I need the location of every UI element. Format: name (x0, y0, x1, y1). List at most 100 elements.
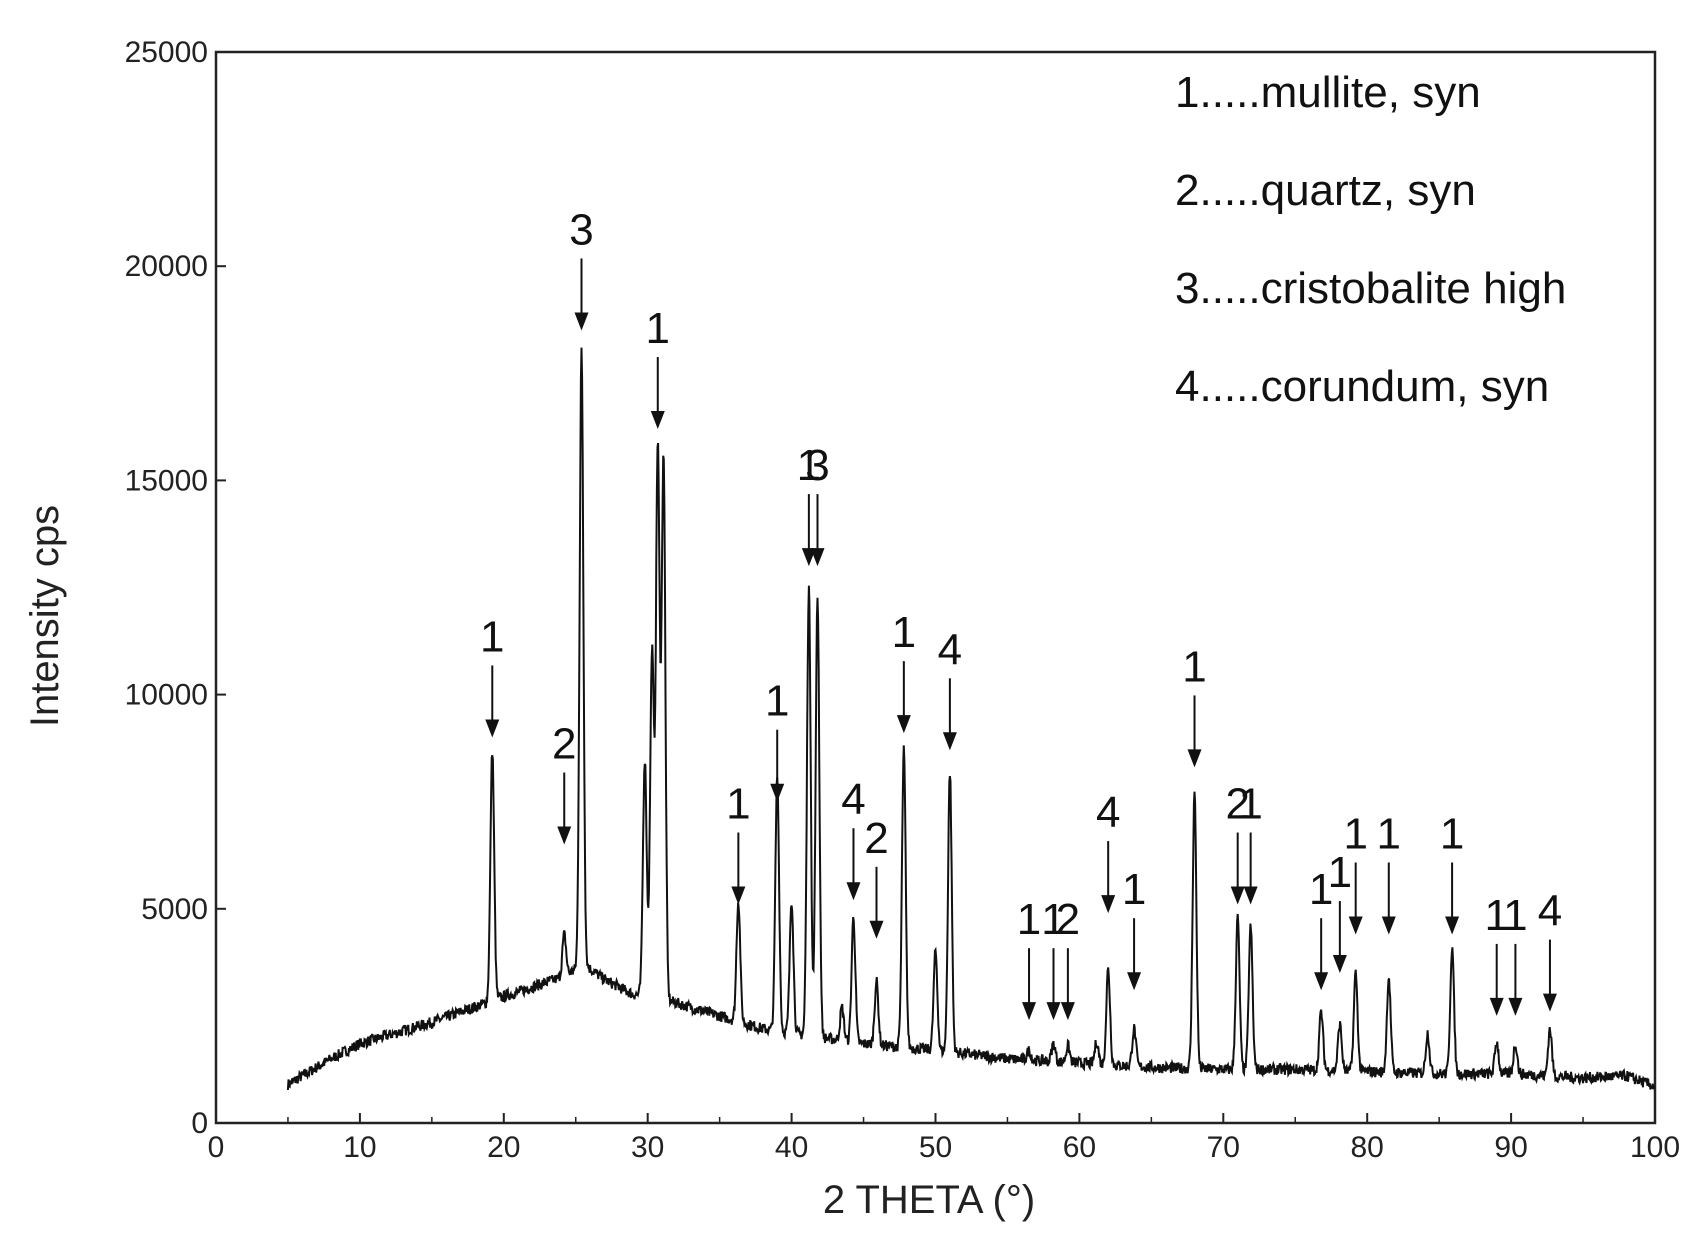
peak-annotation: 1 (726, 780, 751, 905)
peak-label: 2 (1225, 780, 1249, 829)
peak-arrow-head (810, 548, 825, 567)
peak-annotation: 1 (1238, 780, 1263, 905)
y-tick-label: 15000 (125, 464, 208, 497)
x-tick-label: 10 (343, 1131, 376, 1164)
peak-arrow-head (1508, 997, 1523, 1016)
peak-label: 3 (805, 441, 829, 490)
peak-arrow-head (942, 732, 957, 751)
peak-label: 1 (1017, 895, 1041, 944)
x-tick-label: 70 (1207, 1131, 1240, 1164)
x-tick-label: 80 (1351, 1131, 1384, 1164)
y-tick-label: 5000 (141, 893, 208, 926)
legend-entry: 1.....mullite, syn (1175, 68, 1481, 117)
peak-label: 1 (1440, 810, 1464, 859)
peak-annotation: 1 (646, 304, 670, 429)
diffraction-pattern-line (286, 347, 1656, 1091)
peak-label: 1 (797, 441, 821, 490)
legend: 1.....mullite, syn 2.....quartz, syn 3....… (1175, 68, 1566, 411)
peak-annotation: 1 (1182, 642, 1207, 768)
peak-arrow-head (869, 920, 884, 939)
peak-annotation: 2 (1225, 780, 1250, 905)
x-tick-label: 40 (775, 1131, 808, 1164)
y-axis-ticks: 0 5000 10000 15000 20000 25000 (125, 36, 226, 1140)
peak-annotation: 1 (1122, 865, 1146, 991)
peak-arrow-head (1127, 972, 1142, 991)
peak-label: 1 (892, 608, 916, 657)
y-tick-label: 20000 (125, 250, 208, 283)
peak-label: 1 (1343, 810, 1367, 859)
legend-entry: 4.....corundum, syn (1175, 362, 1549, 411)
y-tick-label: 25000 (125, 36, 208, 69)
peak-annotation: 1 (1440, 810, 1464, 935)
y-axis-title: Intensity cps (23, 505, 67, 727)
peak-arrow-head (1046, 1002, 1061, 1021)
legend-entry: 3.....cristobalite high (1175, 264, 1566, 313)
peak-arrow-head (846, 882, 861, 901)
peak-arrow-head (1348, 916, 1363, 935)
peak-label: 1 (480, 612, 504, 661)
peak-arrow-head (1243, 886, 1258, 905)
peak-annotation: 3 (805, 441, 830, 567)
peak-arrow-head (574, 312, 589, 331)
legend-entry: 2.....quartz, syn (1175, 166, 1476, 215)
peak-annotation: 1 (1377, 810, 1401, 935)
peak-label: 1 (1328, 848, 1352, 897)
peak-arrow-head (1332, 955, 1347, 974)
peak-arrow-head (485, 719, 500, 738)
peak-annotation: 3 (569, 205, 594, 331)
peak-label: 4 (1096, 788, 1120, 837)
x-tick-label: 50 (919, 1131, 952, 1164)
peak-label: 2 (552, 720, 576, 769)
peak-label: 1 (1041, 895, 1065, 944)
x-tick-label: 0 (208, 1131, 225, 1164)
peak-label: 4 (1538, 887, 1562, 936)
peak-arrow-head (1187, 749, 1202, 768)
peak-label: 3 (569, 205, 593, 254)
peak-annotation: 1 (1343, 810, 1368, 935)
peak-label: 2 (1056, 895, 1080, 944)
peak-label: 1 (1309, 865, 1333, 914)
peak-label: 1 (726, 780, 750, 829)
peak-label: 2 (864, 814, 888, 863)
peak-annotation: 4 (1538, 887, 1562, 1012)
peak-arrow-head (1489, 997, 1504, 1016)
peak-arrow-head (1060, 1002, 1075, 1021)
peak-arrow-head (1314, 972, 1329, 991)
peak-arrow-head (731, 886, 746, 905)
peak-annotation: 1 (1503, 891, 1528, 1016)
peak-arrow-head (1445, 916, 1460, 935)
peak-annotation: 1 (1309, 865, 1333, 991)
x-tick-label: 30 (631, 1131, 664, 1164)
peak-annotation: 1 (765, 677, 789, 802)
peak-arrow-head (1542, 993, 1557, 1012)
peak-label: 1 (1122, 865, 1146, 914)
peak-annotation: 1 (1041, 895, 1066, 1021)
peak-arrow-head (557, 826, 572, 845)
peak-arrow-head (1101, 895, 1116, 914)
peak-label: 1 (1238, 780, 1262, 829)
peak-arrow-head (770, 783, 785, 802)
peak-annotation: 1 (1328, 848, 1352, 974)
peak-annotation: 2 (552, 720, 576, 845)
peak-annotation: 1 (1484, 891, 1509, 1016)
x-axis-ticks: 0 10 20 30 40 50 60 70 80 90 100 (208, 1113, 1680, 1164)
peak-annotation: 1 (1017, 895, 1041, 1021)
peak-label: 1 (1484, 891, 1508, 940)
peak-annotation: 2 (1056, 895, 1080, 1021)
peak-arrow-head (1381, 916, 1396, 935)
x-tick-label: 20 (487, 1131, 520, 1164)
peak-annotation: 1 (892, 608, 916, 734)
peak-arrow-head (650, 410, 665, 429)
peak-arrow-head (1230, 886, 1245, 905)
peak-annotation: 2 (864, 814, 889, 939)
peak-label: 4 (938, 625, 962, 674)
y-tick-label: 10000 (125, 679, 208, 712)
peak-annotation: 4 (938, 625, 962, 751)
peak-label: 1 (765, 677, 789, 726)
x-tick-label: 100 (1630, 1131, 1680, 1164)
peak-label: 1 (1503, 891, 1527, 940)
peak-label: 1 (1182, 642, 1206, 691)
x-tick-label: 90 (1494, 1131, 1527, 1164)
